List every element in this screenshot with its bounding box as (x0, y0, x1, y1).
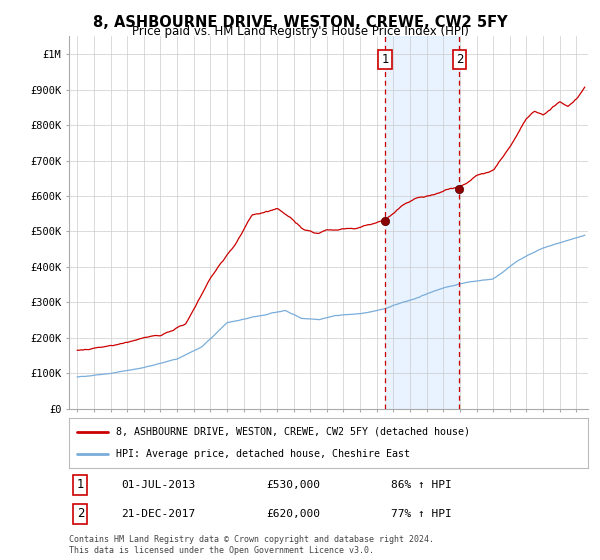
Text: 8, ASHBOURNE DRIVE, WESTON, CREWE, CW2 5FY: 8, ASHBOURNE DRIVE, WESTON, CREWE, CW2 5… (92, 15, 508, 30)
Text: Price paid vs. HM Land Registry's House Price Index (HPI): Price paid vs. HM Land Registry's House … (131, 25, 469, 38)
Text: 77% ↑ HPI: 77% ↑ HPI (391, 509, 452, 519)
Text: Contains HM Land Registry data © Crown copyright and database right 2024.
This d: Contains HM Land Registry data © Crown c… (69, 535, 434, 555)
Text: £620,000: £620,000 (266, 509, 320, 519)
Text: 2: 2 (77, 507, 84, 520)
Text: 8, ASHBOURNE DRIVE, WESTON, CREWE, CW2 5FY (detached house): 8, ASHBOURNE DRIVE, WESTON, CREWE, CW2 5… (116, 427, 470, 437)
Text: HPI: Average price, detached house, Cheshire East: HPI: Average price, detached house, Ches… (116, 449, 410, 459)
Text: 2: 2 (455, 53, 463, 66)
Text: 86% ↑ HPI: 86% ↑ HPI (391, 480, 452, 490)
Bar (385, 36, 460, 409)
Text: 01-JUL-2013: 01-JUL-2013 (121, 480, 195, 490)
Text: £530,000: £530,000 (266, 480, 320, 490)
Text: 21-DEC-2017: 21-DEC-2017 (121, 509, 195, 519)
Text: 1: 1 (77, 478, 84, 491)
Text: 1: 1 (382, 53, 389, 66)
